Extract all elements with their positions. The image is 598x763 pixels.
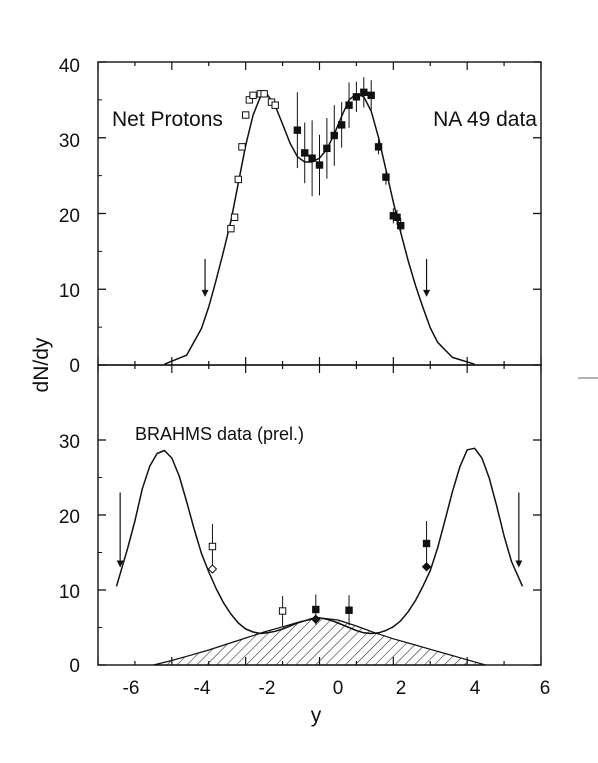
xtick-label: 4	[470, 678, 481, 699]
filled-square-point	[422, 539, 431, 548]
filled-square-point	[382, 173, 390, 181]
bottom-arrows	[116, 492, 523, 568]
bottom-ytick-label: 0	[69, 656, 80, 677]
open-square-point	[234, 175, 242, 184]
filled-square-point	[293, 126, 302, 134]
y-axis-label: dN/dy	[30, 337, 53, 392]
top-ytick-label: 0	[69, 356, 80, 377]
filled-diamond-point	[311, 614, 321, 624]
filled-diamond-point	[421, 562, 432, 572]
filled-square-point	[360, 88, 368, 96]
top-ytick-label: 40	[59, 56, 80, 77]
filled-square-point	[345, 606, 353, 614]
filled-square-point	[374, 143, 383, 151]
top-fit-curve	[164, 93, 475, 365]
open-square-point	[278, 607, 287, 615]
filled-square-point	[337, 121, 346, 129]
top-arrows	[201, 258, 431, 297]
top-ytick-label: 10	[59, 281, 80, 302]
filled-square-point	[315, 161, 324, 169]
xtick-label: -4	[194, 678, 211, 699]
open-square-point	[271, 101, 279, 109]
xtick-label: 6	[540, 678, 551, 699]
bottom-ytick-label: 30	[59, 432, 80, 453]
filled-square-point	[323, 144, 331, 153]
filled-square-point	[393, 213, 401, 221]
filled-square-point	[352, 93, 361, 101]
na49-data-label: NA 49 data	[433, 108, 537, 131]
filled-square-point	[330, 131, 338, 140]
xtick-label: 0	[333, 678, 344, 699]
bottom-ytick-label: 20	[59, 507, 80, 528]
bottom-data-points	[207, 521, 432, 626]
filled-square-point	[301, 149, 309, 157]
net-protons-label: Net Protons	[112, 108, 223, 131]
filled-square-point	[345, 101, 353, 109]
arrow-head	[201, 289, 209, 297]
open-square-point	[238, 143, 246, 151]
bottom-fit-curve	[115, 447, 524, 635]
top-data-points	[227, 77, 405, 234]
filled-square-point	[312, 605, 320, 614]
arrow-head	[116, 560, 124, 568]
top-axis-ticks	[97, 61, 542, 366]
open-square-point	[260, 90, 268, 98]
x-axis-label: y	[311, 704, 322, 727]
open-square-point	[249, 91, 257, 100]
open-square-point	[227, 224, 235, 233]
bottom-ytick-label: 10	[59, 582, 80, 603]
arrow-head	[423, 289, 431, 297]
arrow-head	[515, 560, 523, 568]
fit-curve-line	[115, 447, 524, 635]
open-square-point	[208, 542, 217, 551]
open-square-point	[241, 111, 250, 119]
bottom-hatched-area	[153, 617, 486, 666]
open-square-point	[230, 213, 239, 221]
xtick-label: -6	[123, 678, 140, 699]
xtick-label: 2	[396, 678, 407, 699]
xtick-label: -2	[259, 678, 276, 699]
filled-square-point	[308, 154, 316, 162]
brahms-data-label: BRAHMS data (prel.)	[135, 424, 304, 444]
top-ytick-label: 20	[59, 206, 80, 227]
open-diamond-point	[207, 564, 218, 574]
filled-square-point	[397, 221, 405, 230]
top-ytick-label: 30	[59, 131, 80, 152]
filled-square-point	[367, 91, 375, 100]
fit-curve-line	[164, 93, 475, 365]
hatched-area	[153, 617, 486, 666]
